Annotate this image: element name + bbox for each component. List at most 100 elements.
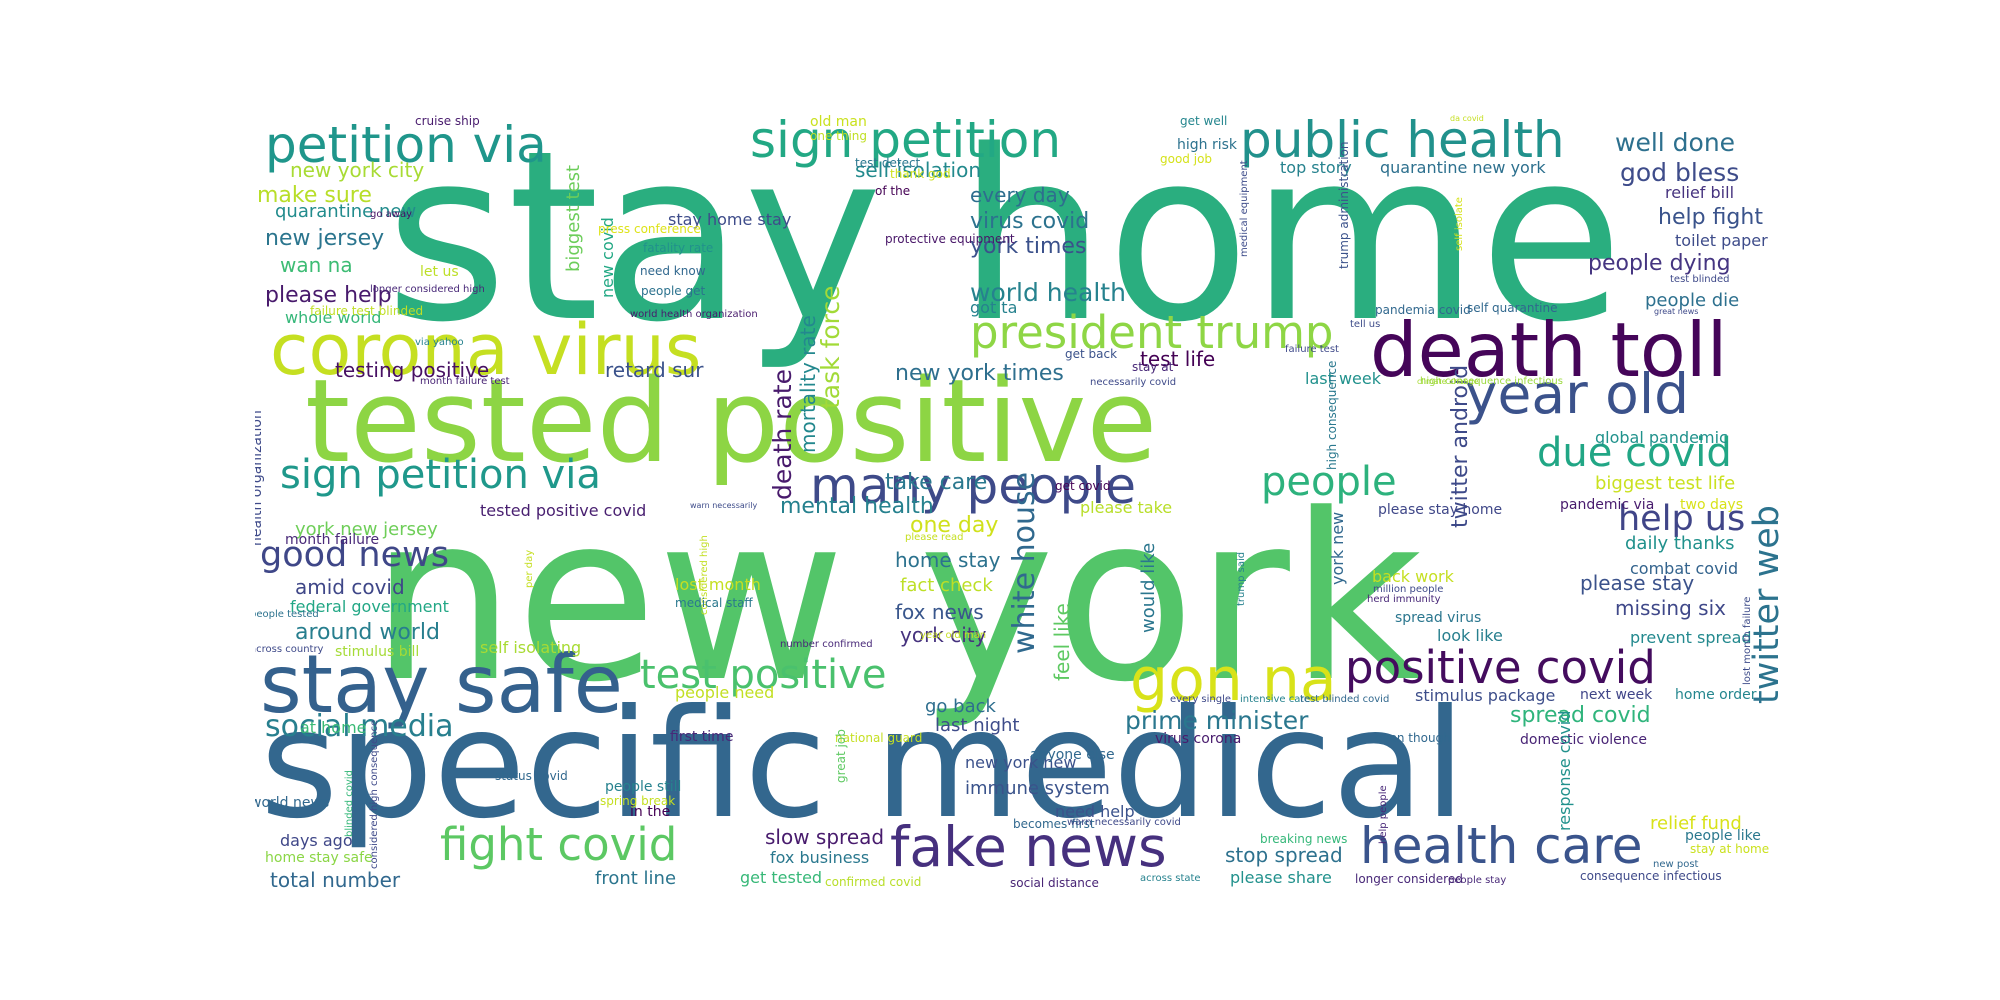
word-cloud-word: relief fund — [1650, 813, 1742, 834]
word-cloud-word: stop spread — [1225, 843, 1343, 867]
word-cloud-word: anyone else — [1030, 747, 1115, 763]
word-cloud-word: stay home — [385, 115, 1624, 374]
word-cloud-word: spring break — [600, 794, 676, 808]
word-cloud-word: mortality rate — [796, 315, 820, 453]
word-cloud-word: test life — [1140, 347, 1216, 371]
word-cloud-word: year old man — [920, 630, 987, 641]
word-cloud-word: help us — [1618, 499, 1746, 539]
word-cloud-word: daily thanks — [1625, 533, 1735, 554]
word-cloud-word: new york new — [965, 753, 1077, 772]
word-cloud-word: trump said — [1236, 551, 1247, 606]
word-cloud-word: fake news — [890, 815, 1167, 879]
word-cloud-word: health care — [1360, 817, 1643, 875]
word-cloud-word: across country — [255, 644, 324, 655]
word-cloud-word: fox news — [895, 600, 984, 624]
word-cloud-word: every single — [1170, 694, 1232, 705]
word-cloud-word: one thing — [810, 129, 868, 143]
word-cloud-word: great news — [1654, 307, 1699, 316]
word-cloud-word: testing positive — [335, 358, 490, 382]
word-cloud-word: intensive care — [1240, 694, 1311, 705]
word-cloud-word: new jersey — [265, 226, 385, 251]
word-cloud-word: take care — [885, 470, 988, 495]
word-cloud-word: missing six — [1615, 596, 1726, 620]
word-cloud-word: spread virus — [1395, 610, 1482, 626]
word-cloud-word: help fight — [1658, 205, 1763, 230]
word-cloud-word: please read — [905, 532, 964, 543]
word-cloud-word: first time — [670, 729, 734, 745]
word-cloud-word: go away — [370, 209, 412, 220]
word-cloud-word: look like — [1437, 626, 1503, 645]
word-cloud-word: month failure test — [420, 376, 510, 387]
word-cloud-word: warn necessarily — [690, 501, 758, 510]
word-cloud-word: thank god — [890, 167, 951, 181]
word-cloud-word: blinded covid — [344, 770, 355, 837]
word-cloud-word: fight covid — [440, 818, 678, 871]
word-cloud-word: mental health — [780, 494, 934, 519]
word-cloud-word: global pandemic — [1595, 428, 1728, 447]
word-cloud-word: tell us — [1350, 319, 1381, 330]
word-cloud-word: need help — [1055, 802, 1135, 821]
word-cloud-word: sign petition via — [280, 452, 601, 498]
word-cloud-word: test positive — [640, 652, 887, 698]
word-cloud-word: york new — [1328, 511, 1347, 585]
word-cloud-word: great job — [834, 729, 848, 783]
word-cloud-word: people like — [1685, 828, 1761, 844]
word-cloud-word: get well — [1180, 115, 1228, 128]
word-cloud-word: test blinded — [1670, 274, 1730, 285]
word-cloud-word: president trump — [970, 306, 1334, 359]
word-cloud-word: fact check — [900, 575, 993, 596]
word-cloud-word: people die — [1645, 290, 1740, 311]
word-cloud-word: specific medical — [260, 678, 1466, 852]
word-cloud-word: last week — [1305, 369, 1381, 388]
word-cloud-word: test blinded covid — [1300, 694, 1390, 705]
word-cloud-word: fox business — [770, 848, 870, 867]
word-cloud-word: retard sur — [605, 358, 704, 382]
word-cloud-word: people — [1261, 459, 1397, 505]
word-cloud-word: world news — [255, 795, 330, 811]
word-cloud-word: good news — [260, 535, 449, 575]
word-cloud-word: york city — [900, 623, 987, 647]
word-cloud-word: please stay home — [1378, 502, 1503, 518]
word-cloud-word: medical equipment — [1239, 160, 1250, 257]
word-cloud-word: new york city — [290, 158, 425, 182]
word-cloud-word: tested positive — [305, 355, 1158, 489]
word-cloud-word: top story — [1280, 158, 1352, 177]
word-cloud-word: lost month — [675, 575, 761, 594]
word-cloud-word: response covid — [1555, 710, 1574, 831]
word-cloud-word: stay at — [1132, 360, 1174, 374]
word-cloud-word: wan na — [280, 253, 353, 277]
word-cloud-word: prevent spread — [1630, 628, 1752, 647]
word-cloud-word: number confirmed — [780, 639, 873, 650]
word-cloud-word: next week — [1580, 687, 1653, 703]
word-cloud-word: pandemia covid — [1375, 303, 1471, 317]
word-cloud-word: people still — [605, 779, 682, 795]
word-cloud-word: home order — [1675, 687, 1757, 703]
word-cloud-word: federal government — [290, 597, 449, 616]
word-cloud-word: at home — [300, 718, 367, 737]
word-cloud-word: national guard — [835, 731, 923, 745]
word-cloud-word: new york — [370, 466, 1424, 733]
word-cloud-word: lost month failure — [1742, 596, 1753, 685]
word-cloud-word: please share — [1230, 868, 1332, 887]
word-cloud: stay home new york specific medical tested … — [255, 115, 1795, 890]
word-cloud-word: consequence infectious — [1580, 869, 1722, 883]
word-cloud-word: death toll — [1370, 306, 1728, 394]
word-cloud-word: warn necessarily covid — [1067, 817, 1181, 828]
word-cloud-word: would like — [1138, 542, 1159, 633]
word-cloud-word: per day — [524, 549, 535, 588]
word-cloud-word: slow spread — [765, 825, 885, 849]
word-cloud-word: death rate — [768, 369, 797, 500]
word-cloud-word: year old — [1465, 362, 1690, 426]
word-cloud-word: trump administration — [1337, 141, 1351, 269]
word-cloud-word: get tested — [740, 868, 823, 887]
word-cloud-word: well done — [1615, 128, 1736, 157]
word-cloud-word: health organization — [255, 410, 265, 546]
word-cloud-word: white house — [1007, 471, 1042, 654]
word-cloud-word: gon na — [1130, 645, 1337, 715]
word-cloud-word: please help — [265, 283, 392, 308]
word-cloud-word: social distance — [1010, 876, 1099, 890]
word-cloud-word: people stay — [1448, 875, 1507, 886]
word-cloud-word: world health — [970, 278, 1126, 307]
word-cloud-word: status covid — [495, 769, 568, 783]
word-cloud-word: self isolate — [1454, 197, 1465, 251]
